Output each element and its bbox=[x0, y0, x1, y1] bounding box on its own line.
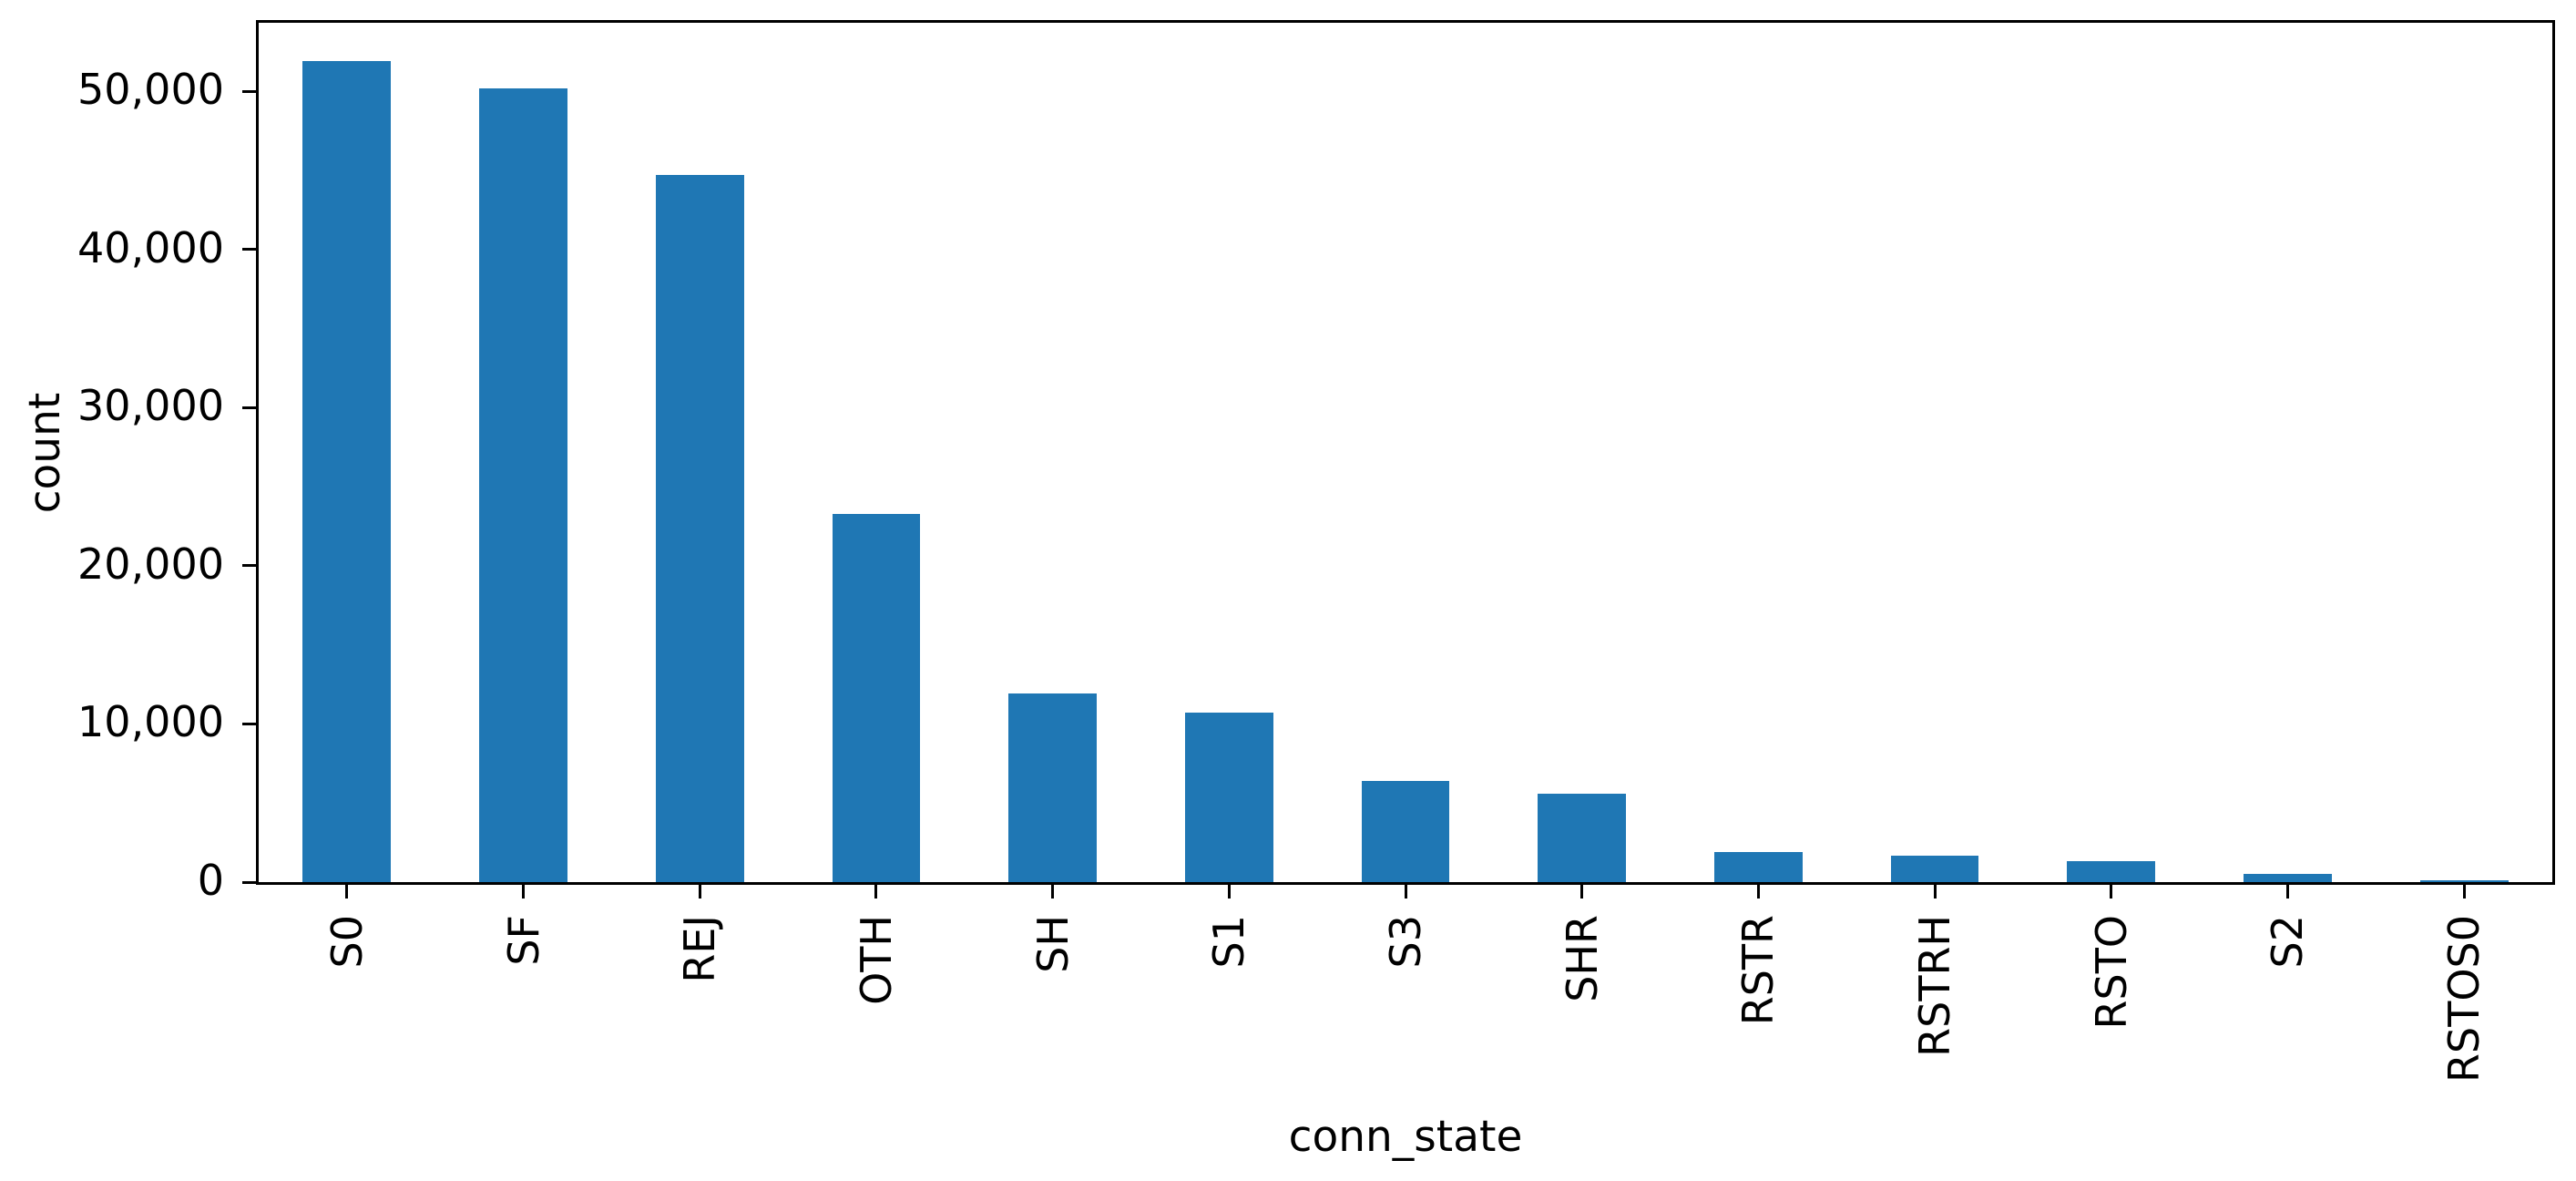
bar-SH bbox=[1008, 693, 1098, 882]
x-tick-label-RSTRH: RSTRH bbox=[1910, 915, 1960, 1057]
x-tick-label-S1: S1 bbox=[1204, 915, 1254, 969]
y-tick-0 bbox=[242, 880, 256, 884]
x-tick-label-OTH: OTH bbox=[851, 915, 901, 1005]
bar-S0 bbox=[302, 61, 392, 882]
bars-layer bbox=[259, 23, 2552, 882]
x-tick-S1 bbox=[1227, 885, 1231, 899]
y-tick-30000 bbox=[242, 406, 256, 409]
x-tick-REJ bbox=[698, 885, 701, 899]
x-tick-S0 bbox=[345, 885, 349, 899]
bar-OTH bbox=[832, 513, 921, 882]
bar-SHR bbox=[1538, 793, 1627, 882]
y-tick-40000 bbox=[242, 248, 256, 252]
y-tick-20000 bbox=[242, 564, 256, 568]
y-tick-50000 bbox=[242, 89, 256, 93]
x-tick-label-S0: S0 bbox=[322, 915, 372, 969]
x-tick-RSTO bbox=[2110, 885, 2113, 899]
bar-REJ bbox=[655, 175, 744, 882]
y-tick-10000 bbox=[242, 722, 256, 725]
x-tick-label-S3: S3 bbox=[1381, 915, 1430, 969]
x-tick-SHR bbox=[1580, 885, 1584, 899]
bar-RSTO bbox=[2067, 861, 2156, 882]
x-tick-label-SH: SH bbox=[1027, 915, 1078, 973]
y-tick-label-20000: 20,000 bbox=[77, 539, 224, 590]
bar-SF bbox=[479, 87, 567, 882]
y-tick-label-30000: 30,000 bbox=[77, 381, 224, 431]
x-tick-label-RSTOS0: RSTOS0 bbox=[2439, 915, 2489, 1083]
x-tick-label-RSTR: RSTR bbox=[1733, 915, 1784, 1026]
y-tick-label-40000: 40,000 bbox=[77, 222, 224, 272]
x-tick-OTH bbox=[874, 885, 878, 899]
bar-S3 bbox=[1361, 780, 1450, 882]
bar-S1 bbox=[1184, 713, 1273, 882]
x-tick-label-REJ: REJ bbox=[675, 915, 725, 983]
plot-area bbox=[256, 20, 2555, 885]
y-tick-label-50000: 50,000 bbox=[77, 65, 224, 115]
x-tick-SH bbox=[1051, 885, 1055, 899]
x-tick-RSTRH bbox=[1933, 885, 1937, 899]
x-tick-label-RSTO: RSTO bbox=[2086, 915, 2136, 1030]
y-tick-label-10000: 10,000 bbox=[77, 697, 224, 747]
bar-RSTOS0 bbox=[2419, 880, 2509, 882]
x-tick-S2 bbox=[2285, 885, 2289, 899]
x-tick-RSTOS0 bbox=[2462, 885, 2466, 899]
x-tick-label-SF: SF bbox=[498, 915, 548, 966]
bar-RSTR bbox=[1713, 852, 1803, 882]
y-tick-label-0: 0 bbox=[197, 856, 224, 906]
x-tick-label-SHR: SHR bbox=[1557, 915, 1607, 1002]
x-tick-RSTR bbox=[1756, 885, 1760, 899]
x-tick-label-S2: S2 bbox=[2263, 915, 2313, 969]
x-axis-label: conn_state bbox=[1288, 1112, 1523, 1162]
x-tick-SF bbox=[522, 885, 526, 899]
bar-S2 bbox=[2244, 873, 2332, 882]
x-tick-S3 bbox=[1404, 885, 1407, 899]
bar-RSTRH bbox=[1890, 855, 1979, 882]
